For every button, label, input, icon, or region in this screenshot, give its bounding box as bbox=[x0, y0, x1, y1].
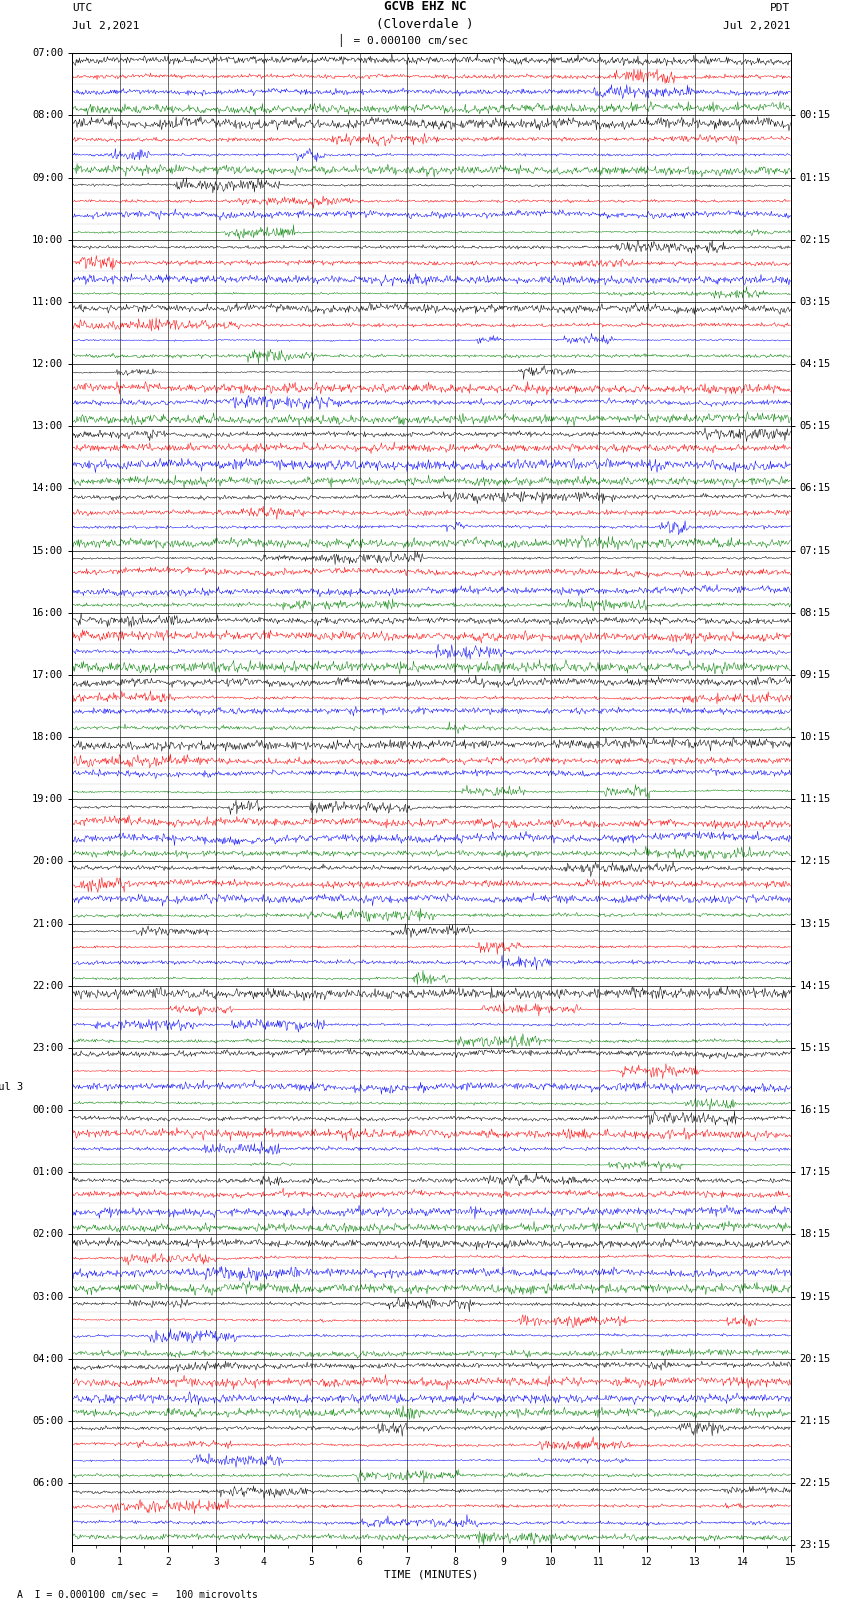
Text: Jul 2,2021: Jul 2,2021 bbox=[723, 21, 791, 31]
Text: Jul 3: Jul 3 bbox=[0, 1082, 24, 1092]
Text: A  I = 0.000100 cm/sec =   100 microvolts: A I = 0.000100 cm/sec = 100 microvolts bbox=[17, 1590, 258, 1600]
Text: (Cloverdale ): (Cloverdale ) bbox=[377, 18, 473, 31]
Text: UTC: UTC bbox=[72, 3, 93, 13]
Text: PDT: PDT bbox=[770, 3, 790, 13]
X-axis label: TIME (MINUTES): TIME (MINUTES) bbox=[384, 1569, 479, 1579]
Text: Jul 2,2021: Jul 2,2021 bbox=[72, 21, 139, 31]
Text: GCVB EHZ NC: GCVB EHZ NC bbox=[383, 0, 467, 13]
Text: ▏ = 0.000100 cm/sec: ▏ = 0.000100 cm/sec bbox=[340, 34, 468, 47]
